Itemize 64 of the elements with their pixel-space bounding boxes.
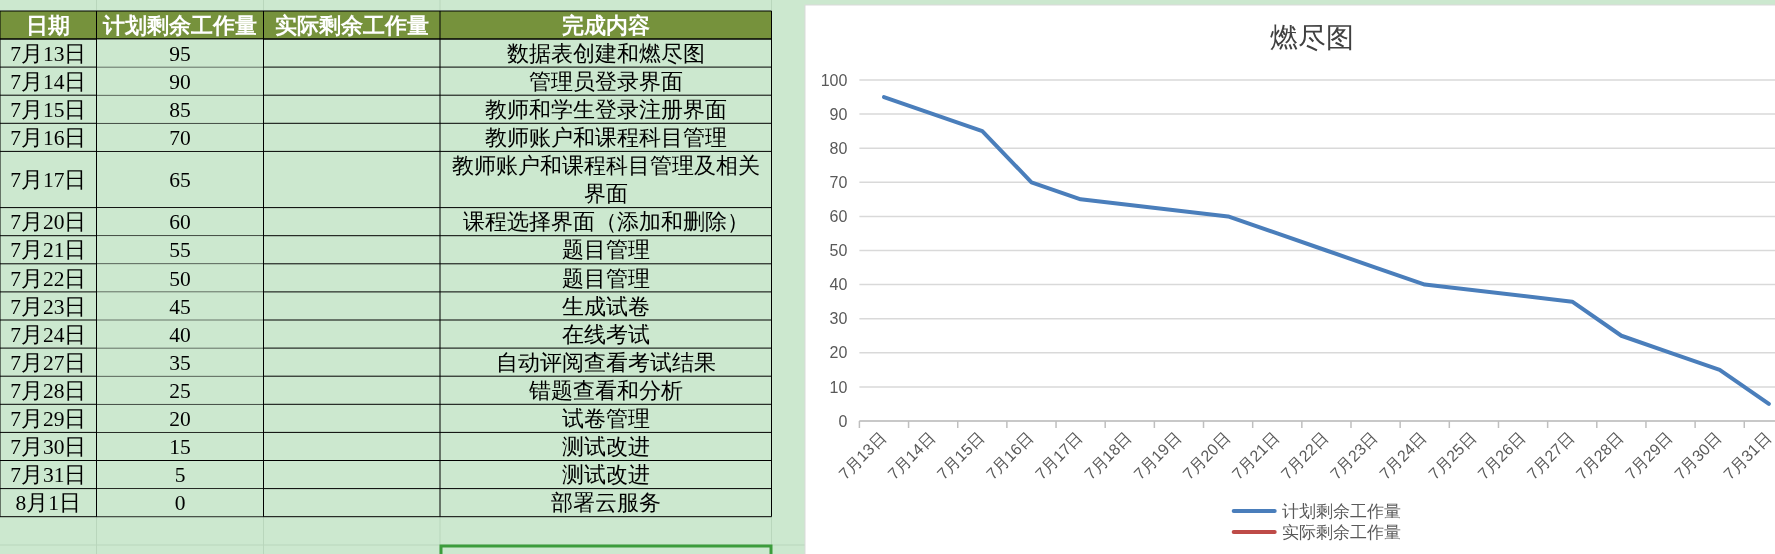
y-tick-label: 80 xyxy=(829,139,848,157)
y-tick-label: 7月28日 xyxy=(10,378,87,403)
y-tick-label: 8月1日 xyxy=(15,491,81,516)
data-label: 55 xyxy=(169,238,191,263)
data-label: 90 xyxy=(169,69,191,94)
y-axis-title: 日期 xyxy=(26,12,71,38)
y-tick-label: 7月16日 xyxy=(10,126,87,151)
y2-tick-label: 自动评阅查看考试结果 xyxy=(495,350,716,375)
data-label: 5 xyxy=(174,463,186,488)
y2-tick-label: 生成试卷 xyxy=(561,294,650,319)
y-tick-label: 7月21日 xyxy=(10,238,87,263)
y2-tick-label: 测试改进 xyxy=(561,435,650,460)
y-tick-label: 0 xyxy=(838,412,848,430)
y-tick-label: 7月27日 xyxy=(10,350,87,375)
data-label: 60 xyxy=(169,210,191,235)
data-label: 20 xyxy=(169,407,191,432)
y2-tick-label: 题目管理 xyxy=(561,238,650,263)
legend-label: 计划剩余工作量 xyxy=(1281,502,1401,522)
line-series xyxy=(881,95,1771,406)
data-label: 85 xyxy=(169,97,191,122)
y-tick-label: 7月17日 xyxy=(10,168,87,193)
data-label: 0 xyxy=(174,491,186,516)
data-label: 95 xyxy=(169,41,191,66)
data-label: 35 xyxy=(169,350,191,375)
y2-tick-label: 教师账户和课程科目管理 xyxy=(484,126,727,151)
y-tick-label: 60 xyxy=(829,208,848,225)
y2-tick-label: 试卷管理 xyxy=(561,407,650,432)
y-tick-label: 90 xyxy=(829,105,848,123)
y-tick-label: 70 xyxy=(829,173,848,191)
chart-title: 燃尽图 xyxy=(1270,22,1355,53)
y2-tick-label: 教师和学生登录注册界面 xyxy=(484,97,727,122)
y-tick-label: 7月15日 xyxy=(10,97,87,122)
y-tick-label: 50 xyxy=(829,242,848,260)
y2-tick-label: 在线考试 xyxy=(561,322,650,347)
data-label: 15 xyxy=(169,435,191,460)
data-label: 45 xyxy=(169,294,191,319)
y-tick-label: 7月13日 xyxy=(10,41,87,66)
y2-tick-label: 错题查看和分析 xyxy=(527,378,683,403)
y-tick-label: 100 xyxy=(820,71,848,89)
data-label: 70 xyxy=(169,126,191,151)
y-tick-label: 7月20日 xyxy=(10,210,87,235)
y2-tick-label: 教师账户和课程科目管理及相关界面 xyxy=(451,154,760,206)
y2-tick-label: 题目管理 xyxy=(561,266,650,291)
y-tick-label: 20 xyxy=(829,344,848,362)
y-tick-label: 10 xyxy=(829,378,848,396)
y-tick-label: 40 xyxy=(829,276,848,294)
y2-tick-label: 部署云服务 xyxy=(550,491,661,516)
y-tick-label: 7月22日 xyxy=(10,266,87,291)
y-tick-label: 7月29日 xyxy=(10,407,87,432)
data-label: 65 xyxy=(169,168,191,193)
y2-axis-title: 完成内容 xyxy=(561,12,650,38)
y-tick-label: 7月23日 xyxy=(10,294,87,319)
data-label: 25 xyxy=(169,378,191,403)
y2-tick-label: 数据表创建和燃尽图 xyxy=(506,41,705,66)
y-tick-label: 7月24日 xyxy=(10,322,87,347)
data-label: 40 xyxy=(169,322,191,347)
x-tick-label: 7月31日 xyxy=(1720,429,1774,483)
y-tick-label: 30 xyxy=(829,310,848,328)
y2-tick-label: 课程选择界面（添加和删除） xyxy=(462,210,749,235)
data-label: 50 xyxy=(169,266,191,291)
y-tick-label: 7月14日 xyxy=(10,69,87,94)
legend-label: 实际剩余工作量 xyxy=(1281,523,1401,543)
y2-tick-label: 管理员登录界面 xyxy=(528,69,683,94)
y2-tick-label: 测试改进 xyxy=(561,463,650,488)
